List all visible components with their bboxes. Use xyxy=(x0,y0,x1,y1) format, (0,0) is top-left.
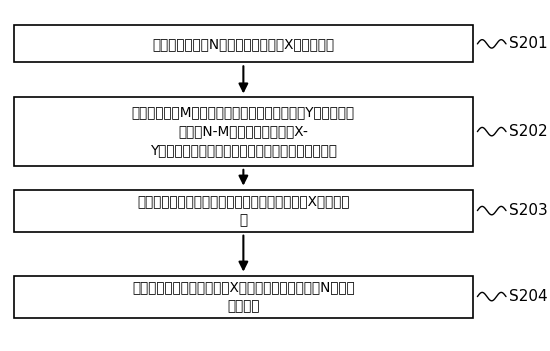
Text: S202: S202 xyxy=(509,124,547,139)
Text: 备用电源达到一次下电电压，启用差异化备电向X个设备供
电: 备用电源达到一次下电电压，启用差异化备电向X个设备供 电 xyxy=(137,194,350,227)
Bar xyxy=(14,276,473,318)
Bar xyxy=(14,25,473,62)
Text: S204: S204 xyxy=(509,289,547,304)
Text: 市电供应中断后N块备用电源放电供X个设备用电: 市电供应中断后N块备用电源放电供X个设备用电 xyxy=(152,37,334,51)
Text: 交替关闭其中M块备用电源，启动发电机向其中Y个设备供电
，剩余N-M块备用电源向剩余X-
Y个设备供电，发电机还向交替关闭的备用电源充电: 交替关闭其中M块备用电源，启动发电机向其中Y个设备供电 ，剩余N-M块备用电源向… xyxy=(132,106,355,158)
Text: 市电供应恢复时启用市电供X个设备用电，市电还向N块备用
电源充电: 市电供应恢复时启用市电供X个设备用电，市电还向N块备用 电源充电 xyxy=(132,280,355,313)
Text: S201: S201 xyxy=(509,37,547,51)
Text: S203: S203 xyxy=(509,203,547,218)
Bar xyxy=(14,98,473,166)
Bar xyxy=(14,190,473,232)
